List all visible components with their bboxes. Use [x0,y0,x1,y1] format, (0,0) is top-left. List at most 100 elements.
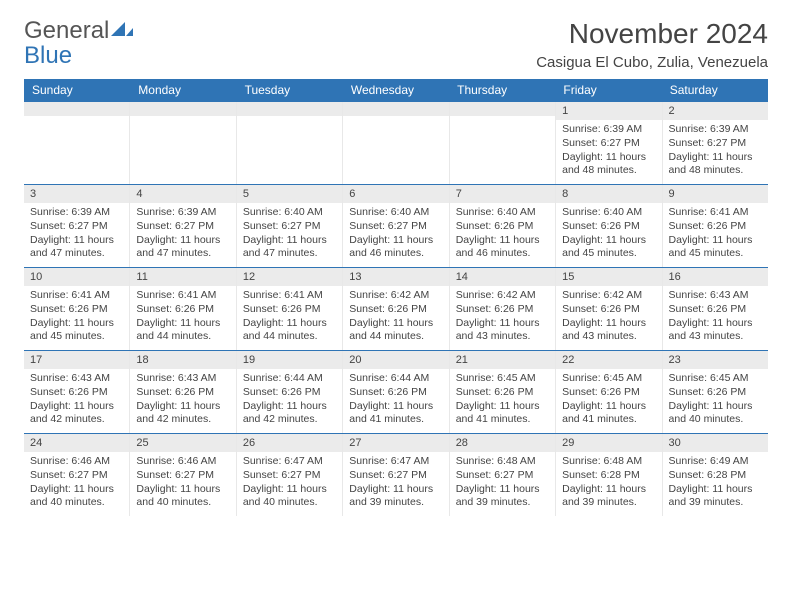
sunset-line: Sunset: 6:26 PM [243,386,336,400]
day-cell: 1Sunrise: 6:39 AMSunset: 6:27 PMDaylight… [556,102,662,184]
sunset-line: Sunset: 6:27 PM [243,220,336,234]
page-subtitle: Casigua El Cubo, Zulia, Venezuela [536,54,768,71]
day-cell: 8Sunrise: 6:40 AMSunset: 6:26 PMDaylight… [556,185,662,267]
day-number: 24 [24,434,129,452]
day-body [450,116,555,176]
dow-tuesday: Tuesday [237,79,343,101]
daylight-line: Daylight: 11 hours and 44 minutes. [349,317,442,344]
sunset-line: Sunset: 6:27 PM [30,220,123,234]
day-cell: 10Sunrise: 6:41 AMSunset: 6:26 PMDayligh… [24,268,130,350]
title-block: November 2024 Casigua El Cubo, Zulia, Ve… [536,18,768,71]
day-body: Sunrise: 6:41 AMSunset: 6:26 PMDaylight:… [663,203,768,267]
sunset-line: Sunset: 6:26 PM [30,386,123,400]
daylight-line: Daylight: 11 hours and 45 minutes. [669,234,762,261]
day-cell [343,102,449,184]
day-cell: 18Sunrise: 6:43 AMSunset: 6:26 PMDayligh… [130,351,236,433]
day-number: 11 [130,268,235,286]
dow-thursday: Thursday [449,79,555,101]
day-number [343,102,448,116]
day-body: Sunrise: 6:40 AMSunset: 6:26 PMDaylight:… [556,203,661,267]
daylight-line: Daylight: 11 hours and 45 minutes. [562,234,655,261]
day-body: Sunrise: 6:39 AMSunset: 6:27 PMDaylight:… [556,120,661,184]
day-body: Sunrise: 6:42 AMSunset: 6:26 PMDaylight:… [450,286,555,350]
day-body: Sunrise: 6:41 AMSunset: 6:26 PMDaylight:… [130,286,235,350]
day-cell: 2Sunrise: 6:39 AMSunset: 6:27 PMDaylight… [663,102,768,184]
daylight-line: Daylight: 11 hours and 41 minutes. [562,400,655,427]
sunrise-line: Sunrise: 6:40 AM [349,206,442,220]
daylight-line: Daylight: 11 hours and 42 minutes. [136,400,229,427]
day-body: Sunrise: 6:40 AMSunset: 6:27 PMDaylight:… [237,203,342,267]
day-body: Sunrise: 6:41 AMSunset: 6:26 PMDaylight:… [24,286,129,350]
sunrise-line: Sunrise: 6:45 AM [562,372,655,386]
sunrise-line: Sunrise: 6:42 AM [562,289,655,303]
dow-saturday: Saturday [662,79,768,101]
day-number: 18 [130,351,235,369]
dow-sunday: Sunday [24,79,130,101]
day-cell [450,102,556,184]
day-cell [237,102,343,184]
sunrise-line: Sunrise: 6:39 AM [30,206,123,220]
sunset-line: Sunset: 6:27 PM [136,220,229,234]
day-number: 22 [556,351,661,369]
sunrise-line: Sunrise: 6:39 AM [562,123,655,137]
sunset-line: Sunset: 6:27 PM [243,469,336,483]
daylight-line: Daylight: 11 hours and 39 minutes. [349,483,442,510]
day-body: Sunrise: 6:45 AMSunset: 6:26 PMDaylight:… [663,369,768,433]
daylight-line: Daylight: 11 hours and 42 minutes. [30,400,123,427]
day-body: Sunrise: 6:42 AMSunset: 6:26 PMDaylight:… [343,286,448,350]
day-body: Sunrise: 6:45 AMSunset: 6:26 PMDaylight:… [450,369,555,433]
day-number: 26 [237,434,342,452]
daylight-line: Daylight: 11 hours and 40 minutes. [30,483,123,510]
day-body: Sunrise: 6:39 AMSunset: 6:27 PMDaylight:… [130,203,235,267]
sunrise-line: Sunrise: 6:40 AM [243,206,336,220]
day-cell [24,102,130,184]
daylight-line: Daylight: 11 hours and 46 minutes. [349,234,442,261]
day-body: Sunrise: 6:43 AMSunset: 6:26 PMDaylight:… [663,286,768,350]
day-cell: 30Sunrise: 6:49 AMSunset: 6:28 PMDayligh… [663,434,768,516]
day-body: Sunrise: 6:48 AMSunset: 6:27 PMDaylight:… [450,452,555,516]
day-body: Sunrise: 6:41 AMSunset: 6:26 PMDaylight:… [237,286,342,350]
dow-monday: Monday [130,79,236,101]
sunset-line: Sunset: 6:27 PM [456,469,549,483]
sunset-line: Sunset: 6:27 PM [30,469,123,483]
day-number: 28 [450,434,555,452]
sunset-line: Sunset: 6:26 PM [562,303,655,317]
day-cell: 27Sunrise: 6:47 AMSunset: 6:27 PMDayligh… [343,434,449,516]
sunrise-line: Sunrise: 6:41 AM [30,289,123,303]
sunset-line: Sunset: 6:26 PM [562,386,655,400]
day-body: Sunrise: 6:40 AMSunset: 6:26 PMDaylight:… [450,203,555,267]
day-cell: 22 Sunrise: 6:45 AMSunset: 6:26 PMDayligh… [556,351,662,433]
sunrise-line: Sunrise: 6:43 AM [136,372,229,386]
sunset-line: Sunset: 6:26 PM [30,303,123,317]
sunrise-line: Sunrise: 6:40 AM [562,206,655,220]
daylight-line: Daylight: 11 hours and 40 minutes. [669,400,762,427]
daylight-line: Daylight: 11 hours and 44 minutes. [243,317,336,344]
daylight-line: Daylight: 11 hours and 48 minutes. [562,151,655,178]
day-number: 8 [556,185,661,203]
week-row: 17Sunrise: 6:43 AMSunset: 6:26 PMDayligh… [24,350,768,433]
day-body: Sunrise: 6:49 AMSunset: 6:28 PMDaylight:… [663,452,768,516]
day-body [343,116,448,176]
daylight-line: Daylight: 11 hours and 47 minutes. [136,234,229,261]
day-number: 13 [343,268,448,286]
day-number: 19 [237,351,342,369]
daylight-line: Daylight: 11 hours and 44 minutes. [136,317,229,344]
day-cell: 28Sunrise: 6:48 AMSunset: 6:27 PMDayligh… [450,434,556,516]
daylight-line: Daylight: 11 hours and 47 minutes. [30,234,123,261]
day-body [24,116,129,176]
day-body [130,116,235,176]
daylight-line: Daylight: 11 hours and 40 minutes. [243,483,336,510]
daylight-line: Daylight: 11 hours and 48 minutes. [669,151,762,178]
day-body: Sunrise: 6:46 AMSunset: 6:27 PMDaylight:… [130,452,235,516]
sunset-line: Sunset: 6:26 PM [456,220,549,234]
day-body: Sunrise: 6:46 AMSunset: 6:27 PMDaylight:… [24,452,129,516]
weeks-container: 1Sunrise: 6:39 AMSunset: 6:27 PMDaylight… [24,101,768,516]
daylight-line: Daylight: 11 hours and 39 minutes. [456,483,549,510]
sunset-line: Sunset: 6:26 PM [456,386,549,400]
day-body [237,116,342,176]
logo-line1: General [24,17,109,44]
day-number: 2 [663,102,768,120]
week-row: 3Sunrise: 6:39 AMSunset: 6:27 PMDaylight… [24,184,768,267]
daylight-line: Daylight: 11 hours and 39 minutes. [562,483,655,510]
day-number [24,102,129,116]
